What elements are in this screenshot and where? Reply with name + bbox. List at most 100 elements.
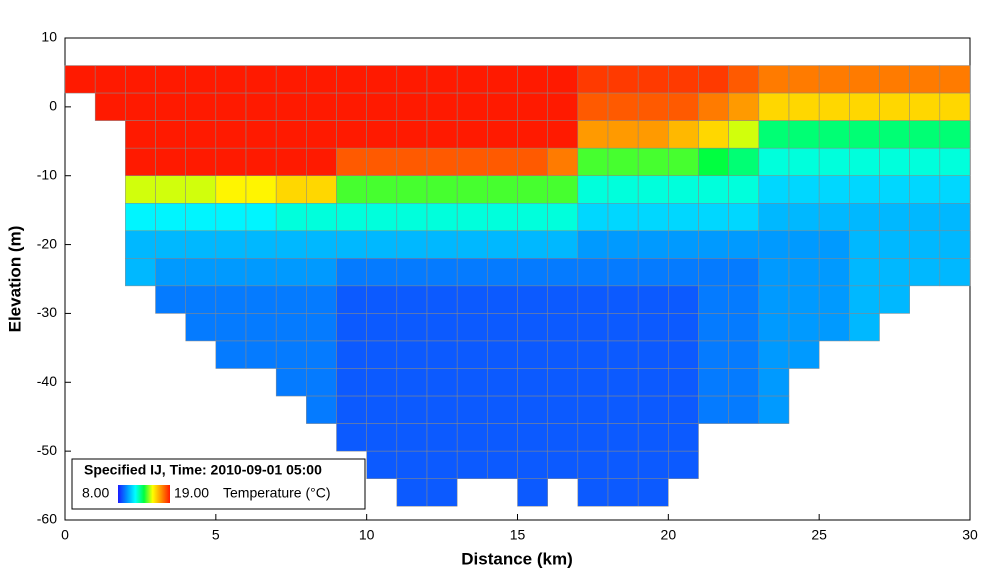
cell: [818, 120, 850, 149]
cell: [637, 230, 669, 259]
cell: [818, 230, 850, 259]
cell: [426, 395, 458, 424]
cell: [849, 120, 880, 149]
cell: [426, 313, 458, 342]
cell: [426, 285, 458, 314]
cell: [939, 175, 971, 204]
cell: [728, 313, 760, 342]
cell: [517, 175, 548, 204]
cell: [698, 230, 729, 259]
cell: [396, 340, 428, 369]
cell: [366, 120, 398, 149]
cell: [306, 395, 337, 424]
cell: [517, 258, 548, 287]
cell: [456, 92, 488, 121]
cell: [366, 450, 398, 479]
cell: [396, 313, 428, 342]
cell: [456, 175, 488, 204]
cell: [396, 368, 428, 397]
cell: [879, 258, 910, 287]
cell: [668, 147, 699, 176]
cell: [939, 92, 971, 121]
cell: [728, 395, 760, 424]
cell: [275, 92, 307, 121]
cell: [185, 203, 217, 232]
cell: [577, 147, 609, 176]
cell: [487, 340, 518, 369]
cell: [758, 258, 790, 287]
cell: [668, 340, 699, 369]
cell: [396, 478, 428, 507]
cell: [788, 175, 820, 204]
cell: [939, 120, 971, 149]
cell: [728, 175, 760, 204]
cell: [517, 450, 548, 479]
cell: [758, 147, 790, 176]
cell: [849, 147, 880, 176]
cell: [577, 92, 609, 121]
cell: [306, 175, 337, 204]
cell: [637, 450, 669, 479]
cell: [487, 230, 518, 259]
cell: [336, 147, 367, 176]
cell: [879, 175, 910, 204]
cell: [607, 147, 639, 176]
cell: [125, 258, 156, 287]
cell: [125, 147, 156, 176]
cell: [818, 92, 850, 121]
cell: [668, 230, 699, 259]
cell: [577, 65, 609, 94]
cell: [336, 230, 367, 259]
cell: [607, 120, 639, 149]
cell: [215, 258, 247, 287]
cell: [517, 478, 548, 507]
cell: [577, 450, 609, 479]
cell: [396, 450, 428, 479]
cell: [698, 65, 729, 94]
cell: [607, 368, 639, 397]
cell: [728, 340, 760, 369]
y-tick-label: 10: [41, 29, 57, 45]
x-tick-label: 25: [811, 527, 827, 543]
cell: [939, 65, 971, 94]
cell: [939, 147, 971, 176]
cell: [396, 175, 428, 204]
cell: [879, 65, 910, 94]
cell: [607, 478, 639, 507]
cell: [336, 285, 367, 314]
cell: [456, 65, 488, 94]
cell: [698, 175, 729, 204]
cell: [849, 92, 880, 121]
cell: [517, 120, 548, 149]
cell: [487, 147, 518, 176]
y-tick-label: -30: [37, 304, 57, 320]
cell: [125, 92, 156, 121]
cell: [306, 230, 337, 259]
cell: [668, 175, 699, 204]
cell: [849, 65, 880, 94]
cell: [577, 313, 609, 342]
cell: [125, 65, 156, 94]
cell: [215, 203, 247, 232]
cell: [547, 395, 579, 424]
cell: [366, 423, 398, 452]
cell: [788, 65, 820, 94]
cell: [366, 203, 398, 232]
cell: [728, 147, 760, 176]
cell: [487, 120, 518, 149]
cell: [487, 313, 518, 342]
cell: [215, 120, 247, 149]
cell: [788, 120, 820, 149]
cell: [909, 92, 941, 121]
cell: [728, 230, 760, 259]
cell: [517, 230, 548, 259]
cell: [275, 147, 307, 176]
cell: [456, 313, 488, 342]
cell: [366, 175, 398, 204]
cell: [426, 423, 458, 452]
cell: [517, 340, 548, 369]
y-tick-label: -40: [37, 373, 57, 389]
cell: [517, 423, 548, 452]
cell: [275, 230, 307, 259]
cell: [245, 147, 277, 176]
